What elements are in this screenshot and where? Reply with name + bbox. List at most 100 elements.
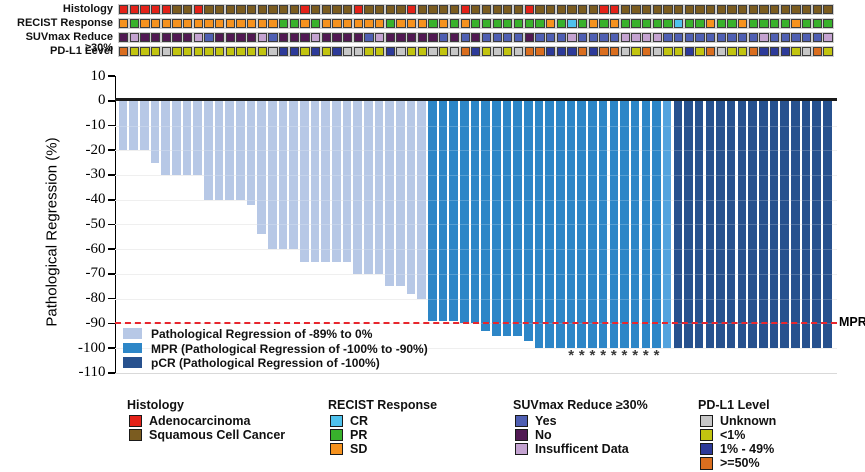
- legend-item: <1%: [700, 428, 865, 442]
- track-cell: [631, 18, 641, 28]
- track-cell: [151, 4, 161, 14]
- track-cell: [599, 46, 609, 56]
- legend-swatch: [330, 414, 343, 427]
- track-cell: [620, 46, 630, 56]
- track-cell: [823, 4, 833, 14]
- track-cell: [759, 18, 769, 28]
- track-cell: [727, 32, 737, 42]
- track-cell: [823, 18, 833, 28]
- track-cell: [225, 32, 236, 42]
- track-cell: [524, 18, 534, 28]
- track-cell: [129, 4, 139, 14]
- track-cell: [588, 4, 598, 14]
- track-cell: [449, 32, 460, 42]
- track-cell: [577, 46, 588, 56]
- regression-bar: [822, 100, 832, 349]
- track-cell: [620, 18, 630, 28]
- track-cell: [417, 4, 428, 14]
- track-cell: [449, 46, 460, 56]
- track-cell: [396, 46, 406, 56]
- track-cell: [823, 46, 833, 56]
- regression-bar: [161, 100, 170, 175]
- grid-stripe: [118, 199, 837, 201]
- regression-bar: [321, 100, 330, 262]
- legend-item: Adenocarcinoma: [129, 414, 309, 428]
- track-cell: [652, 32, 662, 42]
- track-cell: [332, 46, 342, 56]
- regression-bar: [598, 100, 608, 349]
- track-cell: [577, 32, 588, 42]
- track-cell: [215, 4, 225, 14]
- legend-item: Squamous Cell Cancer: [129, 428, 309, 442]
- track-cell: [567, 46, 577, 56]
- y-tick-label: -110: [78, 364, 106, 381]
- legend-group-4: PD-L1 Level Unknown <1% 1% - 49% >=50%: [698, 398, 865, 472]
- regression-bar: [492, 100, 501, 336]
- track-cell: [449, 4, 460, 14]
- track-label-2: RECIST Response: [17, 17, 113, 29]
- regression-bar: [577, 100, 587, 349]
- track-cell: [663, 18, 673, 28]
- track-cell: [535, 32, 545, 42]
- track-cell: [193, 18, 203, 28]
- track-cell: [385, 18, 396, 28]
- legend-item-label: SD: [350, 441, 368, 456]
- track-cell: [385, 4, 396, 14]
- y-tick: [107, 273, 115, 275]
- track-cell: [620, 32, 630, 42]
- track-cell: [279, 32, 289, 42]
- grid-stripe: [118, 174, 837, 176]
- track-cell: [641, 4, 652, 14]
- track-cell: [556, 46, 566, 56]
- regression-bar: [289, 100, 298, 250]
- track-cell: [652, 4, 662, 14]
- grid-stripe: [118, 348, 837, 350]
- track-cell: [129, 32, 139, 42]
- track-cell: [737, 46, 748, 56]
- track-cell: [215, 46, 225, 56]
- regression-bar: [481, 100, 491, 331]
- track-cell: [172, 18, 182, 28]
- track-cell: [268, 32, 278, 42]
- track-cell: [705, 46, 716, 56]
- track-cell: [364, 4, 374, 14]
- regression-bar: [620, 100, 629, 349]
- track-cell: [513, 46, 524, 56]
- gridline: [114, 348, 837, 350]
- track-cell: [300, 18, 310, 28]
- track-cell: [599, 4, 609, 14]
- regression-bar: [342, 100, 352, 262]
- legend-item: 1% - 49%: [700, 442, 865, 456]
- legend-item-label: CR: [350, 413, 369, 428]
- legend-item: CR: [330, 413, 510, 428]
- track-cell: [780, 46, 790, 56]
- track-label-1: Histology: [62, 3, 113, 15]
- track-cell: [407, 46, 417, 56]
- track-cell: [673, 46, 684, 56]
- legend-item: Yes: [515, 414, 695, 428]
- regression-bar: [662, 100, 672, 349]
- regression-bar: [524, 100, 533, 341]
- track-cell: [802, 18, 812, 28]
- regression-bar: [438, 100, 448, 321]
- track-cell: [802, 46, 812, 56]
- regression-bar: [588, 100, 597, 349]
- regression-bar: [203, 100, 213, 200]
- y-tick-label: -20: [85, 141, 106, 158]
- track-cell: [321, 46, 332, 56]
- y-tick: [107, 297, 115, 300]
- plot-legend-label: MPR (Pathological Regression of -100% to…: [151, 341, 428, 356]
- track-cell: [727, 18, 737, 28]
- track-cell: [631, 32, 641, 42]
- track-cell: [588, 46, 598, 56]
- significance-asterisk: *: [632, 347, 639, 364]
- track-cell: [428, 18, 438, 28]
- track-cell: [129, 18, 139, 28]
- y-tick: [107, 198, 115, 201]
- legend-swatch: [129, 414, 142, 427]
- track-cell: [673, 4, 684, 14]
- track-cell: [769, 18, 780, 28]
- track-label-4: PD-L1 Level: [50, 45, 113, 57]
- track-cell: [225, 46, 236, 56]
- track-cell: [705, 4, 716, 14]
